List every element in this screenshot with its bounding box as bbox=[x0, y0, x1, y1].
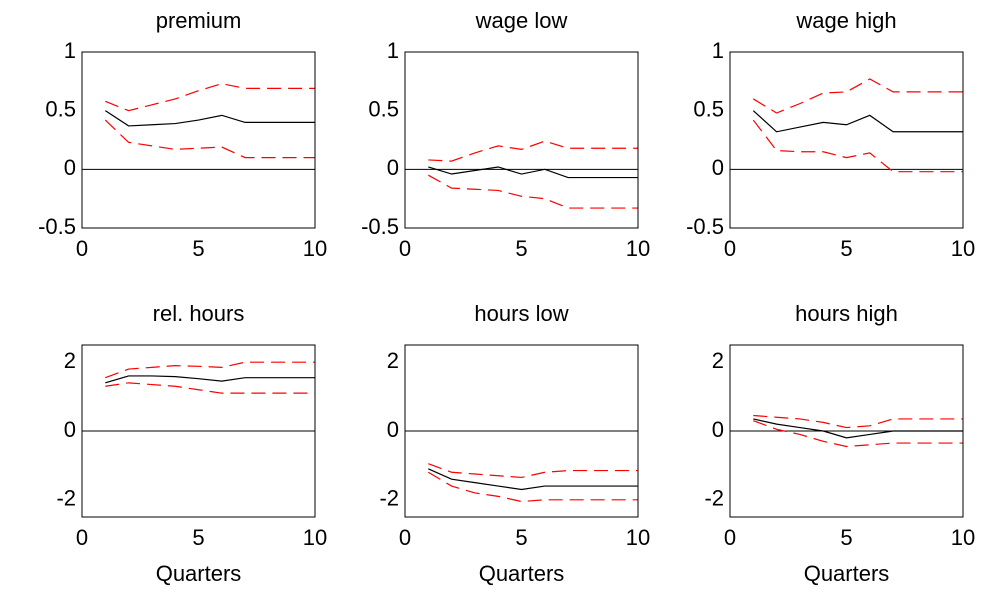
subplot-title: hours high bbox=[795, 301, 898, 326]
x-tick-label: 0 bbox=[76, 525, 88, 550]
y-tick-label: 1 bbox=[64, 38, 76, 63]
x-tick-label: 10 bbox=[303, 236, 327, 261]
series-line bbox=[753, 414, 963, 429]
y-tick-label: -0.5 bbox=[686, 214, 724, 239]
x-tick-label: 10 bbox=[626, 525, 650, 550]
series-line bbox=[428, 140, 638, 162]
y-tick-label: 1 bbox=[712, 38, 724, 63]
axes-box bbox=[404, 344, 639, 518]
series-line bbox=[105, 375, 315, 384]
x-tick-label: 0 bbox=[399, 236, 411, 261]
x-tick-label: 10 bbox=[626, 236, 650, 261]
series-line bbox=[753, 420, 963, 448]
x-tick-label: 5 bbox=[515, 525, 527, 550]
series-line bbox=[753, 418, 963, 439]
series-line bbox=[428, 463, 638, 479]
x-tick-label: 0 bbox=[724, 525, 736, 550]
subplot-title: rel. hours bbox=[153, 301, 245, 326]
x-tick-label: 5 bbox=[192, 236, 204, 261]
series-line bbox=[105, 83, 315, 112]
y-tick-label: -2 bbox=[56, 486, 76, 511]
y-tick-label: 0 bbox=[387, 417, 399, 442]
x-tick-label: 10 bbox=[951, 236, 975, 261]
y-tick-label: 0.5 bbox=[45, 96, 76, 121]
x-tick-label: 0 bbox=[399, 525, 411, 550]
axes-box bbox=[404, 51, 639, 229]
series-line bbox=[104, 110, 315, 127]
y-tick-label: -0.5 bbox=[361, 214, 399, 239]
y-tick-label: 0 bbox=[64, 155, 76, 180]
series-line bbox=[752, 78, 963, 114]
x-tick-label: 5 bbox=[840, 525, 852, 550]
series-line bbox=[752, 110, 963, 133]
y-tick-label: 2 bbox=[64, 348, 76, 373]
subplot-title: premium bbox=[156, 8, 242, 33]
subplot-title: wage low bbox=[475, 8, 568, 33]
series-line bbox=[428, 174, 638, 209]
y-tick-label: 0 bbox=[712, 155, 724, 180]
y-tick-label: 0 bbox=[64, 417, 76, 442]
x-tick-label: 10 bbox=[303, 525, 327, 550]
axes-box bbox=[81, 344, 316, 518]
y-tick-label: -2 bbox=[704, 486, 724, 511]
x-tick-label: 5 bbox=[192, 525, 204, 550]
y-tick-label: 0.5 bbox=[368, 96, 399, 121]
x-tick-label: 5 bbox=[515, 236, 527, 261]
series-line bbox=[105, 382, 315, 394]
x-tick-label: 10 bbox=[951, 525, 975, 550]
series-line bbox=[105, 361, 315, 379]
y-tick-label: -0.5 bbox=[38, 214, 76, 239]
series-line bbox=[428, 468, 638, 491]
y-tick-label: 0 bbox=[712, 417, 724, 442]
y-tick-label: 0.5 bbox=[693, 96, 724, 121]
y-tick-label: 2 bbox=[712, 348, 724, 373]
axes-box bbox=[729, 51, 964, 229]
series-line bbox=[104, 119, 315, 159]
y-tick-label: -2 bbox=[379, 486, 399, 511]
x-tick-label: 0 bbox=[76, 236, 88, 261]
subplot-title: wage high bbox=[795, 8, 896, 33]
series-line bbox=[428, 166, 638, 179]
x-tick-label: 5 bbox=[840, 236, 852, 261]
y-tick-label: 0 bbox=[387, 155, 399, 180]
series-line bbox=[752, 119, 963, 173]
x-tick-label: 0 bbox=[724, 236, 736, 261]
y-tick-label: 2 bbox=[387, 348, 399, 373]
subplot-title: hours low bbox=[474, 301, 568, 326]
x-axis-label: Quarters bbox=[804, 561, 890, 586]
axes-box bbox=[729, 344, 964, 518]
x-axis-label: Quarters bbox=[156, 561, 242, 586]
x-axis-label: Quarters bbox=[479, 561, 565, 586]
series-line bbox=[427, 471, 638, 503]
axes-box bbox=[81, 51, 316, 229]
y-tick-label: 1 bbox=[387, 38, 399, 63]
